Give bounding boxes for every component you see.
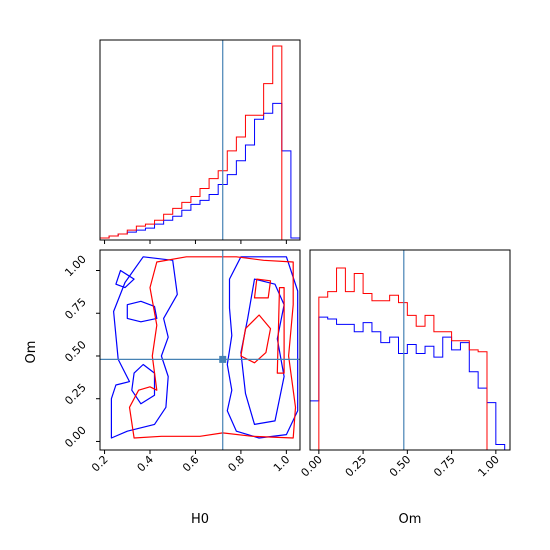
panel-marginal-om: 0.00 0.25 0.50 0.75 1.00	[298, 249, 511, 480]
hist-om-series-1	[310, 267, 505, 450]
contour-series-0-3	[131, 363, 156, 405]
ytick-label-om-1: 0.25	[62, 381, 89, 408]
panel-joint-h0-om: 0.2 0.4 0.6 0.8 1.0 0.00 0.25 0.50 0.75 1.00	[62, 249, 301, 475]
xtick-label-om-3: 0.75	[431, 453, 458, 480]
frame-marginal-h0	[99, 39, 301, 241]
xtick-label-om-4: 1.00	[475, 453, 502, 480]
ytick-label-om-3: 0.75	[62, 296, 89, 323]
ytick-label-om-0: 0.00	[62, 424, 89, 451]
xtick-label-h0-2: 0.6	[180, 453, 202, 475]
contour-series-0-0	[110, 256, 178, 439]
contour-series-1-3	[276, 287, 285, 374]
y-axis-label-om: Om	[24, 341, 39, 364]
xtick-label-h0-3: 0.8	[225, 453, 247, 475]
contour-series-1-1	[240, 314, 272, 364]
xtick-label-h0-4: 1.0	[271, 453, 293, 475]
contour-series-0-2	[115, 269, 135, 289]
xtick-label-h0-1: 0.4	[135, 453, 157, 475]
contour-series-1-0	[128, 256, 297, 439]
contour-series-0-1	[126, 300, 158, 323]
hist-om-series-0	[310, 316, 506, 450]
xtick-label-om-0: 0.00	[298, 453, 325, 480]
truth-marker	[219, 355, 227, 363]
xtick-label-om-1: 0.25	[343, 453, 370, 480]
contour-series-1-2	[253, 278, 272, 299]
x-axis-label-om: Om	[399, 512, 422, 527]
x-axis-label-h0: H0	[191, 512, 209, 527]
hist-h0-series-1	[100, 45, 300, 240]
ytick-label-om-2: 0.50	[62, 338, 89, 365]
panel-marginal-h0	[99, 39, 301, 244]
xtick-label-h0-0: 0.2	[89, 453, 111, 475]
xtick-label-om-2: 0.50	[387, 453, 414, 480]
ytick-label-om-4: 1.00	[62, 253, 89, 280]
contour-series-0-4	[226, 256, 299, 439]
hist-h0-series-0	[100, 102, 300, 240]
frame-joint	[99, 249, 301, 451]
frame-marginal-om	[309, 249, 511, 451]
